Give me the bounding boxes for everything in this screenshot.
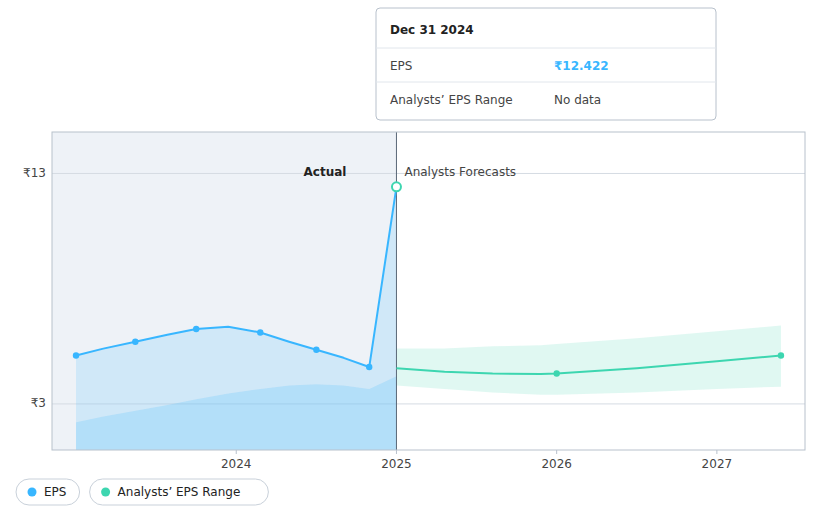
tooltip-value: ₹12.422 [554,59,609,73]
divider-line [396,132,397,450]
series-marker [73,352,79,358]
legend-item-box [90,479,269,505]
x-tick-label: 2025 [381,457,412,471]
band-area [396,326,781,395]
series-marker [553,370,559,376]
x-tick [716,450,717,454]
tooltip-title: Dec 31 2024 [390,23,474,37]
tooltip-label: EPS [390,59,412,73]
annotation: Actual [304,165,347,179]
chart: Actual Analysts Forecasts ₹3 ₹13 2024 2025 202… [0,0,821,520]
tooltip-box [376,8,716,120]
plot-background [52,132,805,450]
x-tick-label: 2024 [221,457,252,471]
tooltip-separator [376,48,716,49]
series-marker [313,347,319,353]
plot-frame [52,132,805,450]
x-tick-label: 2027 [702,457,733,471]
legend-swatch [28,488,37,497]
x-tick [396,450,397,454]
tooltip-separator [376,82,716,83]
annotation: Analysts Forecasts [404,165,516,179]
series-marker [778,352,784,358]
series-marker [257,329,263,335]
legend-label: Analysts’ EPS Range [118,485,241,499]
series-marker [193,326,199,332]
x-tick [236,450,237,454]
series-marker [132,338,138,344]
peak-marker [392,182,401,191]
y-tick-label: ₹13 [23,166,46,180]
x-tick [556,450,557,454]
plot-area [52,132,805,450]
x-tick-label: 2026 [541,457,572,471]
series-line [76,187,396,367]
legend-label: EPS [44,485,66,499]
legend-item-box [16,479,80,505]
tooltip: Dec 31 2024 EPS ₹12.422 Analysts’ EPS Range… [376,8,716,120]
legend: EPS Analysts’ EPS Range [16,479,268,505]
series-line [396,356,781,374]
y-tick-label: ₹3 [31,396,46,410]
tooltip-label: Analysts’ EPS Range [390,93,513,107]
series-marker [366,364,372,370]
legend-swatch [101,488,110,497]
tooltip-value: No data [554,93,601,107]
band-area [76,187,396,423]
actual-region [52,132,396,450]
